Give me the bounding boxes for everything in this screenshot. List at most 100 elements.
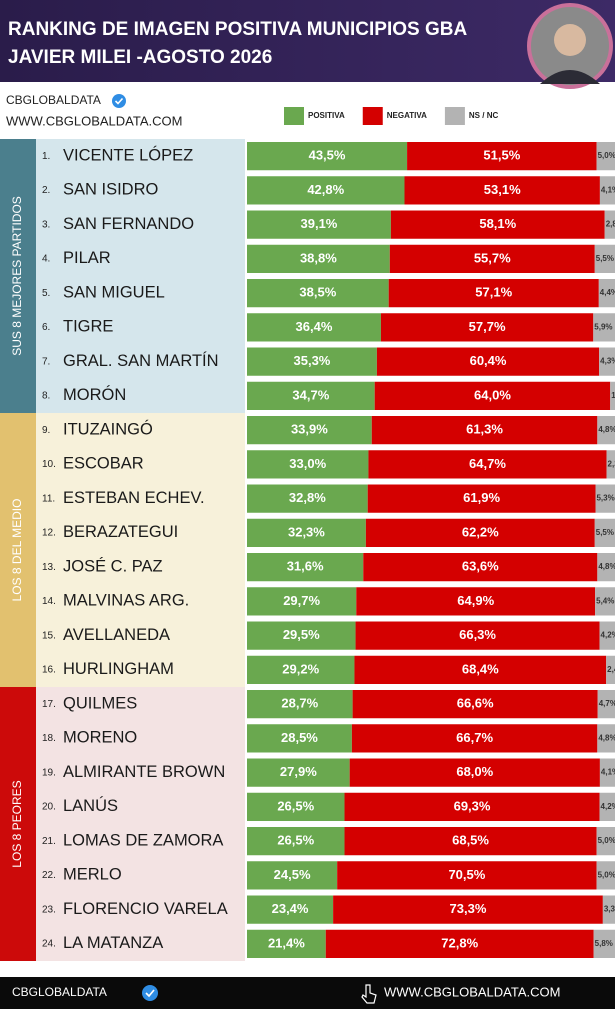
rank: 19.: [42, 767, 56, 778]
group-panel: [36, 413, 245, 687]
bar-segment: [599, 758, 615, 787]
bar-segment: [344, 827, 597, 856]
bar-segment: [367, 484, 596, 513]
value-label: 69,3%: [454, 798, 491, 813]
value-label: 39,1%: [301, 216, 338, 231]
rank: 8.: [42, 391, 50, 402]
rank: 18.: [42, 733, 56, 744]
bar-segment: [247, 381, 375, 410]
category-label: LANÚS: [63, 796, 118, 815]
value-label: 38,8%: [300, 250, 337, 265]
value-label: 42,8%: [307, 182, 344, 197]
bar-segment: [354, 655, 607, 684]
category-label: SAN MIGUEL: [63, 283, 165, 301]
value-label: 31,6%: [287, 559, 324, 574]
bar-segment: [247, 553, 364, 582]
value-label: 64,7%: [469, 456, 506, 471]
bar-segment: [597, 553, 615, 582]
value-label: 51,5%: [483, 148, 520, 163]
bar-segment: [593, 929, 615, 958]
verified-check: [114, 97, 124, 105]
bar-segment: [404, 176, 600, 205]
value-label: 5,5%: [596, 528, 614, 537]
brand: CBGLOBALDATA: [6, 93, 101, 107]
footer-band: [0, 977, 615, 1009]
value-label: 4,7%: [599, 699, 615, 708]
bar-segment: [247, 518, 366, 547]
value-label: 4,4%: [600, 288, 615, 297]
group-panel: [36, 139, 245, 413]
value-label: 68,5%: [452, 833, 489, 848]
legend-swatch: [284, 107, 304, 125]
value-label: 28,5%: [281, 730, 318, 745]
category-label: MALVINAS ARG.: [63, 592, 189, 610]
footer-badge: [142, 985, 158, 1001]
bar-segment: [610, 381, 615, 410]
bar-segment: [599, 347, 615, 376]
bar-segment: [380, 313, 594, 342]
bar-segment: [374, 381, 611, 410]
bar-segment: [247, 484, 368, 513]
rank: 23.: [42, 904, 56, 915]
category-label: SAN FERNANDO: [63, 215, 194, 233]
value-label: 66,6%: [457, 696, 494, 711]
bar-segment: [597, 416, 615, 445]
bar-segment: [597, 690, 615, 719]
rank: 1.: [42, 151, 50, 162]
group-strip: [0, 687, 36, 961]
value-label: 2,3%: [608, 459, 615, 468]
value-label: 2,4%: [607, 665, 615, 674]
rank: 5.: [42, 288, 50, 299]
bar-segment: [333, 895, 603, 924]
value-label: 1,3%: [611, 391, 615, 400]
value-label: 23,4%: [272, 901, 309, 916]
rank: 11.: [42, 493, 55, 504]
category-label: MORÓN: [63, 385, 126, 404]
value-label: 21,4%: [268, 935, 305, 950]
category-label: ITUZAINGÓ: [63, 419, 153, 438]
value-label: 53,1%: [484, 182, 521, 197]
bar-segment: [371, 416, 598, 445]
bar-segment: [389, 244, 595, 273]
bar-segment: [597, 724, 615, 753]
value-label: 26,5%: [277, 798, 314, 813]
bar-segment: [596, 142, 615, 171]
website: WWW.CBGLOBALDATA.COM: [6, 113, 182, 128]
bar-segment: [247, 416, 372, 445]
value-label: 4,8%: [598, 425, 615, 434]
rank: 13.: [42, 562, 56, 573]
category-label: BERAZATEGUI: [63, 523, 178, 541]
bar-segment: [594, 518, 615, 547]
value-label: 4,1%: [601, 185, 615, 194]
category-label: MERLO: [63, 866, 122, 884]
legend-swatch: [444, 107, 465, 125]
bar-segment: [388, 279, 599, 308]
value-label: 68,0%: [456, 764, 493, 779]
rank: 15.: [42, 630, 56, 641]
bar-segment: [344, 792, 600, 821]
value-label: 29,7%: [283, 593, 320, 608]
bar-segment: [355, 621, 600, 650]
value-label: 2,8%: [606, 220, 615, 229]
value-label: 58,1%: [479, 216, 516, 231]
value-label: 34,7%: [292, 387, 329, 402]
group-label: LOS 8 DEL MEDIO: [10, 499, 24, 602]
value-label: 5,8%: [595, 939, 613, 948]
bar-segment: [599, 621, 615, 650]
value-label: 66,3%: [459, 627, 496, 642]
value-label: 66,7%: [456, 730, 493, 745]
category-label: LA MATANZA: [63, 934, 163, 952]
bar-segment: [604, 210, 615, 239]
bar-segment: [598, 279, 615, 308]
value-label: 4,8%: [598, 733, 615, 742]
footer-brand: CBGLOBALDATA: [12, 985, 107, 999]
portrait-face: [554, 24, 586, 56]
category-label: ESCOBAR: [63, 455, 144, 473]
legend-label: NS / NC: [469, 111, 499, 120]
bar-segment: [602, 895, 615, 924]
value-label: 38,5%: [299, 285, 336, 300]
bar-segment: [247, 895, 334, 924]
value-label: 32,8%: [289, 490, 326, 505]
category-label: FLORENCIO VARELA: [63, 900, 228, 918]
value-label: 43,5%: [309, 148, 346, 163]
